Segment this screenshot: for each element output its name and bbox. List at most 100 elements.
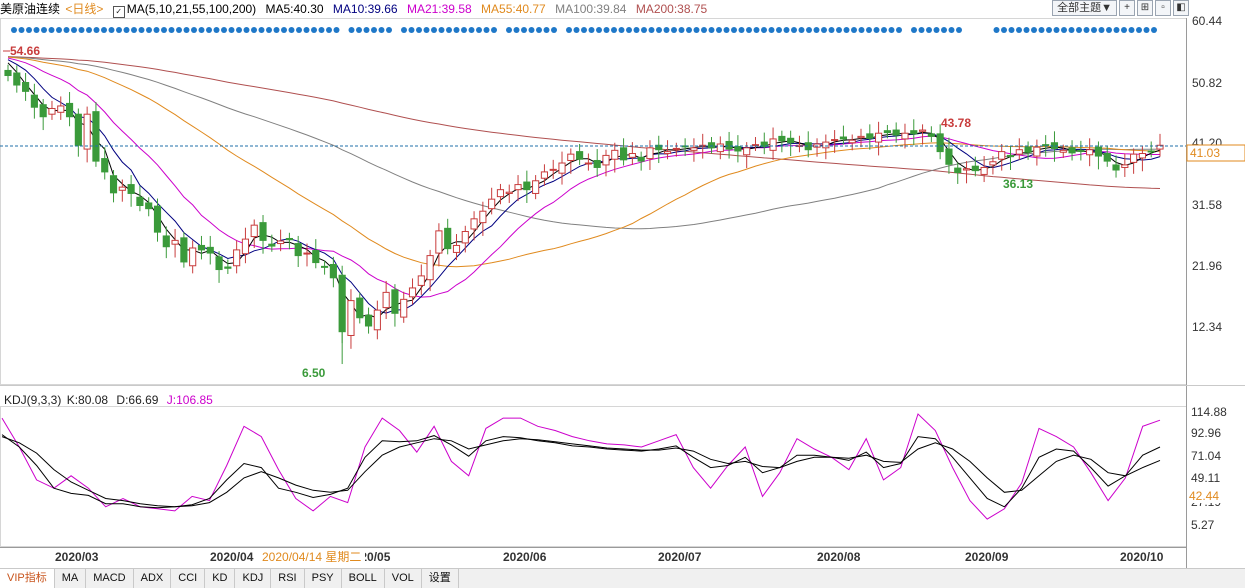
tab-kd[interactable]: KD [205,569,236,588]
signal-dot [521,27,527,33]
signal-dot [1098,27,1105,33]
kdj-panel-frame [0,406,1187,547]
signal-dot [513,27,520,33]
candle-body [725,140,733,150]
signal-dot [528,27,535,33]
candle-body [918,129,927,132]
signal-dot [708,27,715,33]
signal-dot [86,27,92,33]
tab-adx[interactable]: ADX [134,569,172,588]
signal-dot [1113,27,1120,33]
candle-body [1086,149,1094,156]
candle-body [250,224,258,238]
signal-dot [56,27,62,33]
candle-body [998,151,1006,160]
signal-dot [161,27,167,33]
candle-body [65,102,74,118]
tab-cci[interactable]: CCI [171,569,206,588]
candle-body [347,300,355,336]
candle-body [839,136,847,140]
candle-body [875,132,883,143]
tab-vip[interactable]: VIP指标 [0,569,55,588]
tab-boll[interactable]: BOLL [342,569,385,588]
signal-dot [266,27,272,33]
signal-dot [101,27,107,33]
signal-dot [1106,27,1112,33]
window-icon[interactable]: ▫ [1155,0,1171,16]
indicator-tabs: VIP指标 MA MACD ADX CCI KD KDJ RSI PSY BOL… [0,568,1245,588]
signal-dot [783,27,790,33]
candle-body [488,198,496,210]
tab-rsi[interactable]: RSI [271,569,305,588]
candle-body [751,144,760,147]
kdj-j-value: J:106.85 [166,393,213,407]
candle-body [734,146,742,152]
signal-dot [873,27,880,33]
signal-dot [288,27,295,33]
signal-dot [1061,27,1067,33]
candle-body [778,135,786,142]
tab-psy[interactable]: PSY [305,569,342,588]
signal-dot [791,27,797,33]
signal-dot [806,27,812,33]
candle-body [417,275,425,286]
candle-body [549,168,557,171]
candle-body [1042,144,1050,147]
candle-body [426,255,434,281]
price-chart-canvas[interactable]: 54.66 43.78 36.13 6.50 60.44 50.82 41.20… [0,0,1245,568]
signal-dot [656,27,662,33]
signal-dot [243,27,250,33]
ma55-line [7,56,1161,268]
tab-ma[interactable]: MA [55,569,87,588]
candle-body [558,162,566,174]
candle-body [1033,146,1041,157]
candle-body [822,141,830,149]
signal-dot [648,27,655,33]
candle-body [224,266,232,269]
candle-body [831,139,839,142]
signal-dot [611,27,617,33]
signal-dot [866,27,872,33]
zoom-in-icon[interactable]: + [1119,0,1135,16]
kdj-axis: 114.88 92.96 71.04 49.11 27.19 5.27 42.4… [1187,405,1245,532]
candle-body [338,274,346,333]
candle-body [241,238,250,255]
candle-body [980,166,988,175]
signal-dot [228,27,235,33]
signal-dot [723,27,730,33]
signal-dot [438,27,445,33]
instrument-title[interactable]: 美原油连续 [0,2,61,16]
layout-grid-icon[interactable]: ⊞ [1137,0,1153,16]
date-label: 2020/03 [55,550,99,564]
candle-body [655,144,663,151]
candle-body [39,104,47,118]
signal-dot [738,27,745,33]
ma-checkbox-icon[interactable]: ✓ [112,6,125,18]
signal-dot [1053,27,1060,33]
kdj-label[interactable]: KDJ(9,3,3) [4,393,62,407]
signal-dot [33,27,40,33]
candle-body [989,161,997,166]
signal-dot [48,27,55,33]
theme-dropdown[interactable]: 全部主题▼ [1052,0,1117,16]
signal-dot [933,27,940,33]
signal-dot [123,27,130,33]
ma21-line [7,57,1160,298]
signal-dot [888,27,895,33]
tab-vol[interactable]: VOL [385,569,422,588]
price-tick: 31.58 [1192,198,1222,212]
tab-settings[interactable]: 设置 [422,569,459,588]
period-label[interactable]: <日线> [65,2,104,16]
candle-body [936,133,944,153]
tab-kdj[interactable]: KDJ [235,569,272,588]
candle-body [962,168,971,171]
signal-dot [461,27,467,33]
collapse-icon[interactable]: ◧ [1173,0,1189,16]
kdj-tick: 49.11 [1191,471,1220,485]
signal-dot [506,27,512,33]
signal-dot [138,27,145,33]
signal-dot [618,27,625,33]
tab-macd[interactable]: MACD [86,569,134,588]
signal-dot [543,27,550,33]
